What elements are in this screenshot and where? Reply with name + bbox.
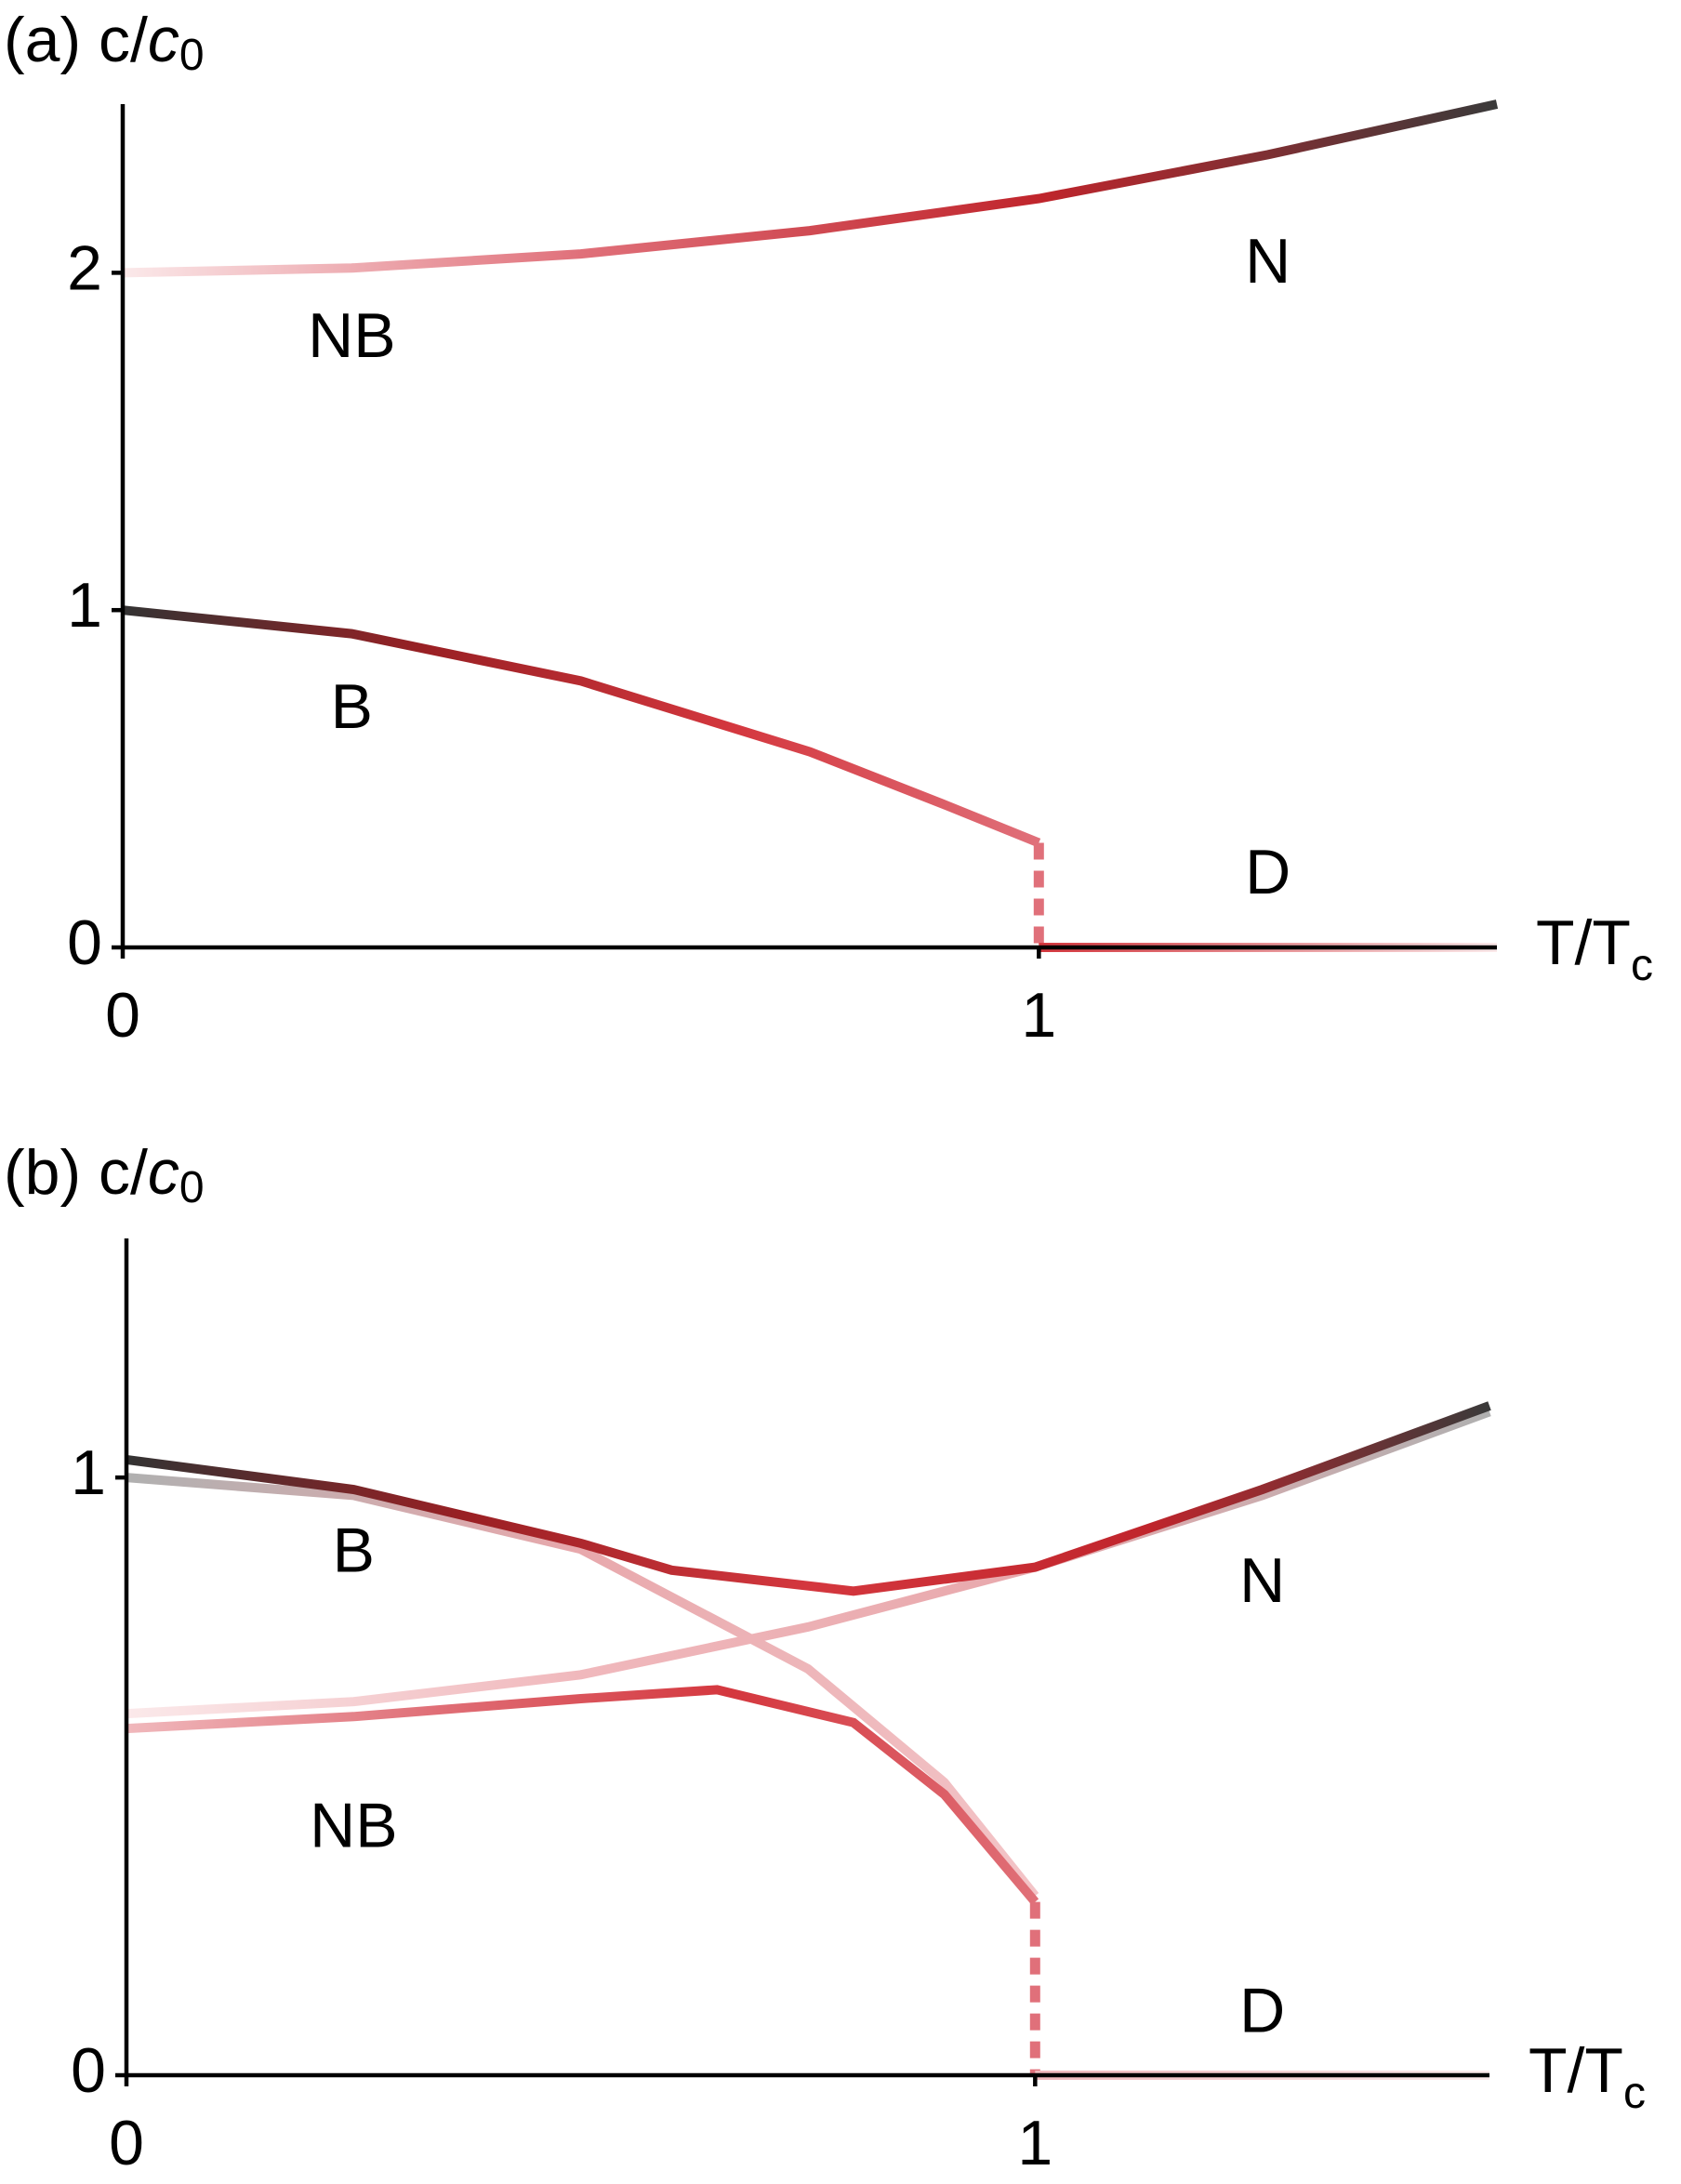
y-axis-label-italic: c [148, 5, 179, 75]
x-axis-label-subscript: c [1623, 2069, 1646, 2118]
region-label: NB [310, 1790, 397, 1860]
y-tick-label: 1 [71, 1437, 106, 1508]
y-axis-label-text: (a) c/ [4, 5, 148, 75]
y-axis-label-italic: c [148, 1137, 179, 1208]
y-axis-label: (b) c/c0 [4, 1137, 205, 1212]
x-axis-label-text: T/T [1536, 907, 1631, 978]
x-tick-label: 0 [105, 980, 140, 1051]
region-label: NB [308, 300, 395, 371]
y-tick-label: 2 [67, 232, 102, 303]
region-label: B [333, 1516, 375, 1586]
series-line [122, 605, 1041, 848]
x-axis-label-text: T/T [1529, 2035, 1623, 2106]
region-label: D [1239, 1976, 1285, 2046]
region-label: N [1239, 1545, 1285, 1616]
series-line [122, 99, 1499, 278]
y-axis-label-text: (b) c/ [4, 1137, 148, 1208]
x-axis-label: T/Tc [1536, 907, 1653, 990]
y-tick-label: 0 [67, 907, 102, 978]
y-axis-label-subscript: 0 [179, 31, 205, 80]
region-label: N [1245, 226, 1291, 297]
y-tick-label: 0 [71, 2035, 106, 2106]
series-line [126, 1685, 1039, 1905]
x-tick-label: 1 [1021, 980, 1056, 1051]
y-axis-label: (a) c/c0 [4, 5, 205, 80]
series-line [126, 1407, 1491, 1719]
series-line [126, 1401, 1491, 1596]
region-label: D [1245, 837, 1291, 907]
region-label: B [331, 671, 373, 742]
x-axis-label-subscript: c [1631, 941, 1653, 990]
y-tick-label: 1 [67, 570, 102, 641]
x-tick-label: 1 [1017, 2108, 1052, 2178]
y-axis-label-subscript: 0 [179, 1163, 205, 1212]
series-line [126, 1473, 1039, 1899]
x-tick-label: 0 [109, 2108, 144, 2178]
x-axis-label: T/Tc [1529, 2035, 1646, 2118]
